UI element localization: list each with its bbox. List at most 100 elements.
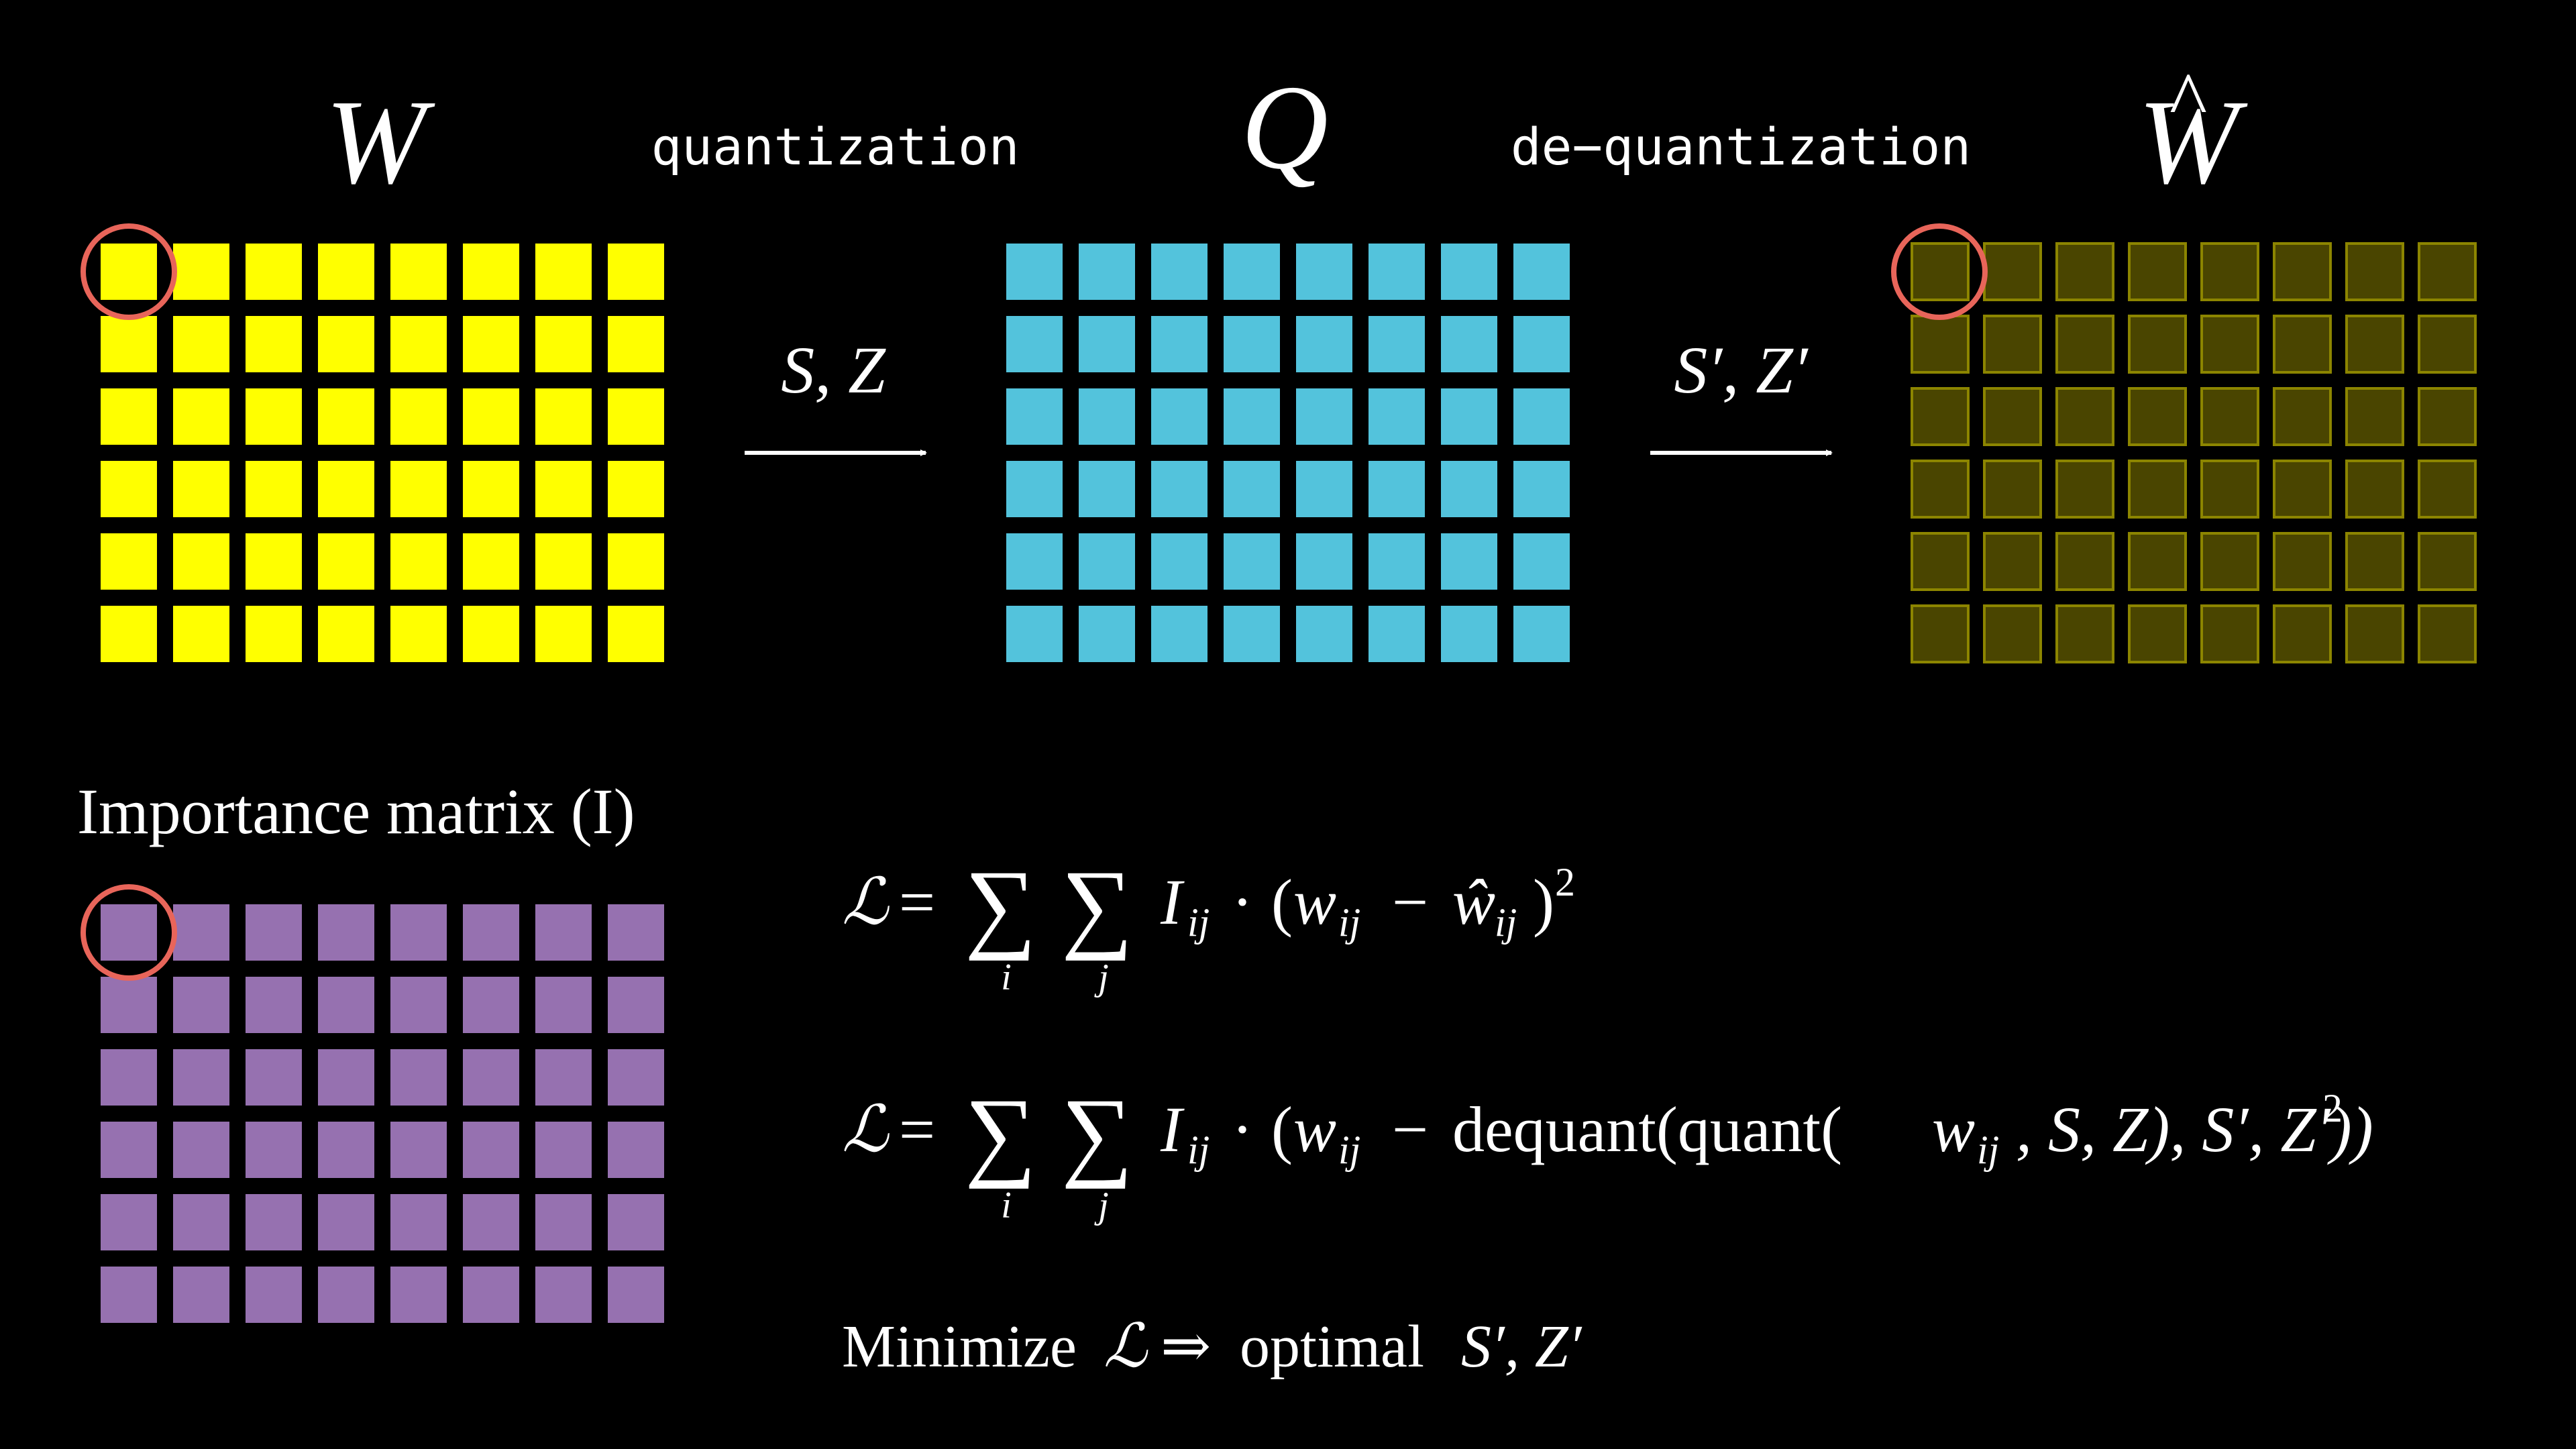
matrix-q-cell (1513, 388, 1570, 445)
matrix-w-hat-cell (1983, 315, 2042, 374)
importance-matrix-cell (608, 977, 664, 1033)
importance-matrix-cell (390, 904, 447, 961)
matrix-w-hat-cell (2055, 242, 2114, 301)
matrix-w-label: W (325, 75, 435, 209)
matrix-w-cell (608, 388, 664, 445)
matrix-w-cell (608, 316, 664, 372)
eq1-open-paren: ( (1271, 866, 1293, 938)
importance-matrix-cell (535, 904, 592, 961)
importance-matrix-cell (390, 1194, 447, 1250)
matrix-w-hat-cell (2345, 532, 2404, 591)
matrix-w-cell (535, 244, 592, 300)
matrix-w-cell (173, 316, 229, 372)
eq1-dot: · (1232, 866, 1253, 938)
importance-matrix-cell (463, 1194, 519, 1250)
matrix-w-cell (246, 606, 302, 662)
matrix-w-hat-cell (1983, 242, 2042, 301)
matrix-q-cell (1151, 316, 1208, 372)
importance-matrix-cell (173, 977, 229, 1033)
importance-matrix-cell (318, 977, 374, 1033)
dequantization-label: de−quantization (1511, 117, 1971, 176)
matrix-w-cell (318, 606, 374, 662)
importance-matrix-cell (608, 1049, 664, 1106)
matrix-q-cell (1441, 606, 1497, 662)
importance-matrix-cell (101, 1267, 157, 1323)
eq2-sum-j: ∑ (1061, 1078, 1133, 1189)
eq1-importance: I (1160, 866, 1185, 938)
matrix-q-cell (1006, 388, 1063, 445)
eq1-sum-j: ∑ (1061, 850, 1133, 961)
matrix-q-cell (1368, 316, 1425, 372)
eq2-equals: = (899, 1093, 935, 1165)
matrix-w-hat-cell (2345, 460, 2404, 519)
eq1-sum-j-index: j (1094, 957, 1109, 998)
w-hat-accent: ^ (2169, 56, 2207, 145)
matrix-q-cell (1296, 533, 1352, 590)
matrix-w-cell (390, 606, 447, 662)
matrix-w-cell (535, 533, 592, 590)
matrix-q-cell (1368, 533, 1425, 590)
matrix-q-cell (1441, 533, 1497, 590)
importance-matrix-cell (246, 904, 302, 961)
matrix-w-hat-cell (2200, 532, 2259, 591)
matrix-w-hat-cell (2418, 604, 2477, 663)
importance-matrix-cell (173, 1049, 229, 1106)
importance-matrix-cell (318, 1122, 374, 1178)
eq2-args: , S, Z), S′, Z′)) (2016, 1093, 2373, 1165)
matrix-q-cell (1151, 388, 1208, 445)
importance-matrix-cell (463, 1122, 519, 1178)
matrix-w-cell (318, 316, 374, 372)
objective-text: optimal (1240, 1313, 1424, 1380)
matrix-q-cell (1151, 461, 1208, 517)
importance-matrix-cell (390, 1122, 447, 1178)
eq2-lhs: ℒ (842, 1093, 890, 1165)
matrix-w-hat-cell (1911, 315, 1970, 374)
matrix-w-cell (390, 244, 447, 300)
matrix-w-hat-cell (1911, 532, 1970, 591)
importance-matrix-cell (390, 1049, 447, 1106)
matrix-q-cell (1513, 606, 1570, 662)
matrix-q-cell (1368, 244, 1425, 300)
importance-matrix-cell (101, 1194, 157, 1250)
matrix-q-cell (1224, 316, 1280, 372)
matrix-q-cell (1006, 606, 1063, 662)
matrix-w-hat-cell (2345, 315, 2404, 374)
matrix-w-hat-cell (2128, 315, 2187, 374)
matrix-q-cell (1079, 244, 1135, 300)
dequantization-params: S′, Z′ (1674, 333, 1809, 407)
matrix-w-hat-cell (2418, 242, 2477, 301)
matrix-w-hat-cell (2055, 460, 2114, 519)
importance-matrix-cell (463, 1267, 519, 1323)
eq2-minus: − (1392, 1093, 1428, 1165)
matrix-q-cell (1006, 533, 1063, 590)
eq2-open-paren: ( (1271, 1093, 1293, 1165)
importance-matrix-cell (101, 1122, 157, 1178)
eq2-w-inner-sub: ij (1977, 1128, 1999, 1172)
importance-matrix-cell (463, 977, 519, 1033)
matrix-w-hat-cell (2418, 532, 2477, 591)
matrix-w-hat-cell (2418, 387, 2477, 446)
eq1-close-paren: ) (1533, 866, 1554, 938)
eq2-w-sub: ij (1338, 1128, 1360, 1172)
matrix-q-cell (1079, 533, 1135, 590)
matrix-w-cell (173, 461, 229, 517)
matrix-w-hat-cell (2273, 532, 2332, 591)
eq1-equals: = (899, 866, 935, 938)
importance-matrix-title: Importance matrix (I) (77, 775, 635, 847)
importance-matrix-cell (390, 1267, 447, 1323)
importance-matrix-grid (101, 904, 664, 1323)
matrix-w-hat-cell (1983, 387, 2042, 446)
matrix-w-hat-cell (2273, 242, 2332, 301)
importance-matrix-cell (535, 977, 592, 1033)
quantization-params: S, Z (781, 333, 886, 407)
matrix-w-cell (101, 244, 157, 300)
eq2-dot: · (1232, 1093, 1253, 1165)
quantization-label: quantization (651, 117, 1019, 176)
matrix-w-hat-cell (2200, 387, 2259, 446)
matrix-w-cell (463, 461, 519, 517)
matrix-w-hat-cell (2128, 604, 2187, 663)
eq2-importance-sub: ij (1187, 1128, 1210, 1172)
matrix-q-cell (1296, 316, 1352, 372)
matrix-w-cell (246, 244, 302, 300)
matrix-q-cell (1079, 388, 1135, 445)
